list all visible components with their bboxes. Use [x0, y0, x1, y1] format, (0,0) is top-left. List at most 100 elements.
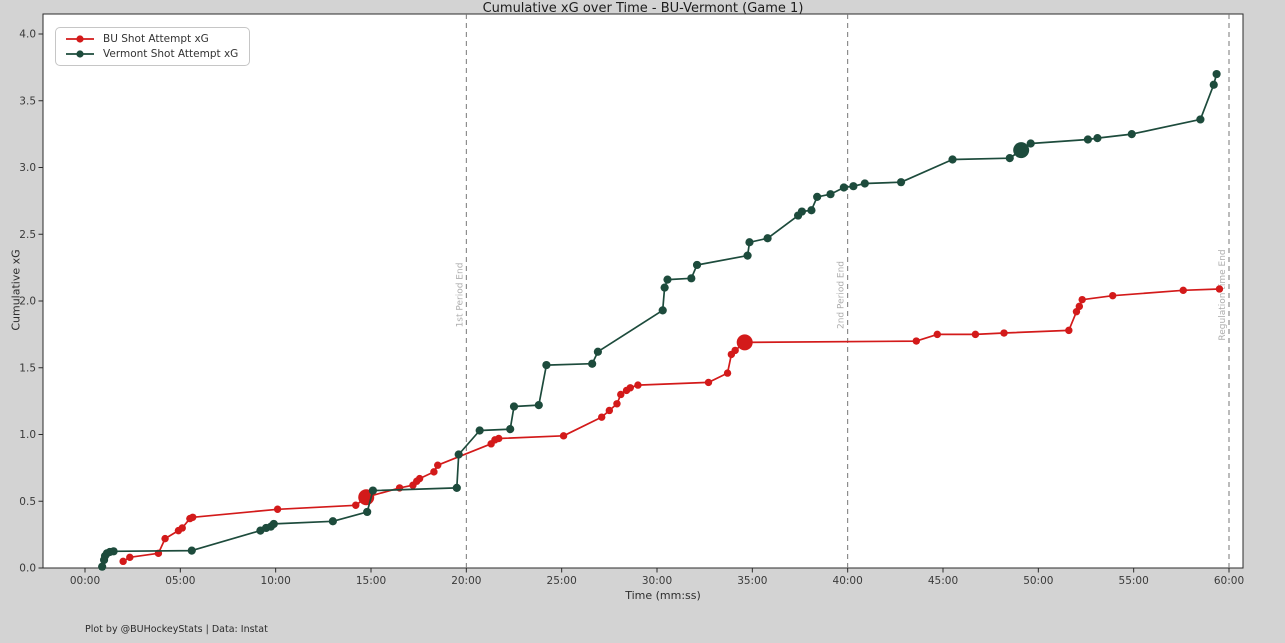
vermont-data-point [692, 260, 702, 270]
vermont-data-point [660, 283, 669, 292]
y-tick-label: 1.0 [19, 429, 36, 441]
vermont-key-moment-point [1013, 142, 1030, 159]
bu-data-point [1108, 291, 1117, 300]
vermont-data-point [763, 234, 772, 243]
vermont-data-point [109, 547, 118, 556]
x-tick-label: 25:00 [547, 575, 577, 587]
vermont-data-point [534, 401, 543, 410]
vermont-data-point [452, 483, 461, 492]
bu-data-point [1179, 286, 1187, 295]
vermont-data-point [1083, 135, 1093, 144]
plot-frame [42, 13, 1244, 569]
vermont-data-point [187, 546, 196, 555]
x-tick-label: 40:00 [833, 575, 863, 587]
vermont-data-point [687, 274, 696, 283]
legend-item-bu: BU Shot Attempt xG [65, 33, 238, 45]
vermont-data-point [743, 251, 752, 260]
bu-data-point [971, 330, 980, 339]
bu-data-point [161, 534, 169, 543]
legend: BU Shot Attempt xG Vermont Shot Attempt … [55, 27, 251, 66]
y-tick-label: 1.5 [19, 362, 36, 374]
vermont-data-point [509, 402, 519, 411]
x-tick-label: 50:00 [1023, 575, 1053, 587]
vermont-data-point [368, 486, 378, 495]
y-tick-label: 0.0 [19, 563, 36, 575]
x-tick-label: 10:00 [261, 575, 291, 587]
vermont-data-point [849, 182, 858, 191]
vermont-data-point [948, 155, 957, 164]
vermont-data-point [1196, 115, 1205, 124]
vermont-data-point [745, 238, 754, 247]
vermont-data-point [1212, 69, 1221, 79]
bu-data-point [119, 557, 127, 566]
x-tick-label: 05:00 [165, 575, 195, 587]
bu-data-point [912, 337, 921, 345]
vermont-data-point [269, 519, 278, 529]
vermont-data-point [475, 426, 484, 435]
x-tick-label: 60:00 [1214, 575, 1244, 587]
x-tick-label: 15:00 [356, 575, 386, 587]
vermont-data-point [826, 190, 835, 199]
vermont-data-point [1026, 139, 1035, 148]
vermont-data-point [839, 183, 848, 192]
vermont-data-point [807, 206, 816, 215]
y-tick-label: 3.5 [19, 95, 36, 107]
vermont-data-point [98, 562, 107, 571]
bu-data-point [126, 553, 134, 562]
y-tick-label: 2.5 [19, 229, 36, 241]
vermont-data-point [454, 450, 463, 459]
bu-data-point [723, 369, 732, 377]
x-tick-label: 30:00 [642, 575, 672, 587]
x-tick-label: 00:00 [70, 575, 100, 587]
bu-data-point [1075, 302, 1084, 311]
bu-data-point [178, 524, 186, 532]
legend-label-bu: BU Shot Attempt xG [103, 33, 209, 45]
y-tick-label: 0.5 [19, 496, 36, 508]
vermont-data-point [1093, 134, 1102, 143]
chart-title: Cumulative xG over Time - BU-Vermont (Ga… [482, 1, 804, 16]
vermont-data-point [542, 360, 551, 370]
x-tick-label: 20:00 [451, 575, 481, 587]
bu-data-point [189, 513, 197, 521]
bu-key-moment-point [736, 334, 753, 351]
bu-data-point [352, 501, 360, 509]
x-tick-label: 35:00 [737, 575, 767, 587]
vermont-data-point [506, 425, 515, 434]
y-tick-label: 3.0 [19, 162, 36, 174]
vermont-data-point [1209, 80, 1218, 89]
bu-data-point [731, 346, 739, 355]
period-line-label-3: Regulation time End [1218, 249, 1228, 340]
x-tick-label: 55:00 [1119, 575, 1149, 587]
bu-data-point [1078, 295, 1086, 304]
bu-data-point [634, 381, 642, 389]
legend-item-vermont: Vermont Shot Attempt xG [65, 48, 238, 60]
bu-data-point [495, 434, 503, 443]
bu-data-point [430, 468, 438, 476]
vermont-data-point [797, 207, 807, 216]
vermont-data-point [328, 517, 337, 526]
bu-data-point [933, 330, 941, 339]
vermont-data-point [1127, 130, 1136, 139]
y-tick-label: 4.0 [19, 29, 36, 41]
vermont-data-point [663, 275, 672, 284]
y-tick-label: 2.0 [19, 296, 36, 308]
credit-footer: Plot by @BUHockeyStats | Data: Instat [85, 624, 268, 635]
bu-data-point [626, 384, 635, 392]
legend-marker-bu-icon [66, 35, 94, 43]
bu-data-point [598, 413, 606, 421]
vermont-data-point [860, 179, 869, 188]
bu-data-point [415, 474, 424, 483]
vermont-data-point [363, 507, 372, 517]
y-axis-label: Cumulative xG [9, 249, 23, 331]
legend-label-vermont: Vermont Shot Attempt xG [103, 48, 239, 60]
bu-data-point [559, 432, 568, 440]
bu-data-point [1215, 285, 1224, 293]
bu-series-line [122, 288, 1220, 563]
vermont-data-point [593, 347, 602, 356]
period-line-label-2: 2nd Period End [837, 261, 847, 329]
bu-data-point [605, 406, 614, 415]
bu-data-point [434, 461, 442, 469]
vermont-data-point [896, 178, 906, 187]
